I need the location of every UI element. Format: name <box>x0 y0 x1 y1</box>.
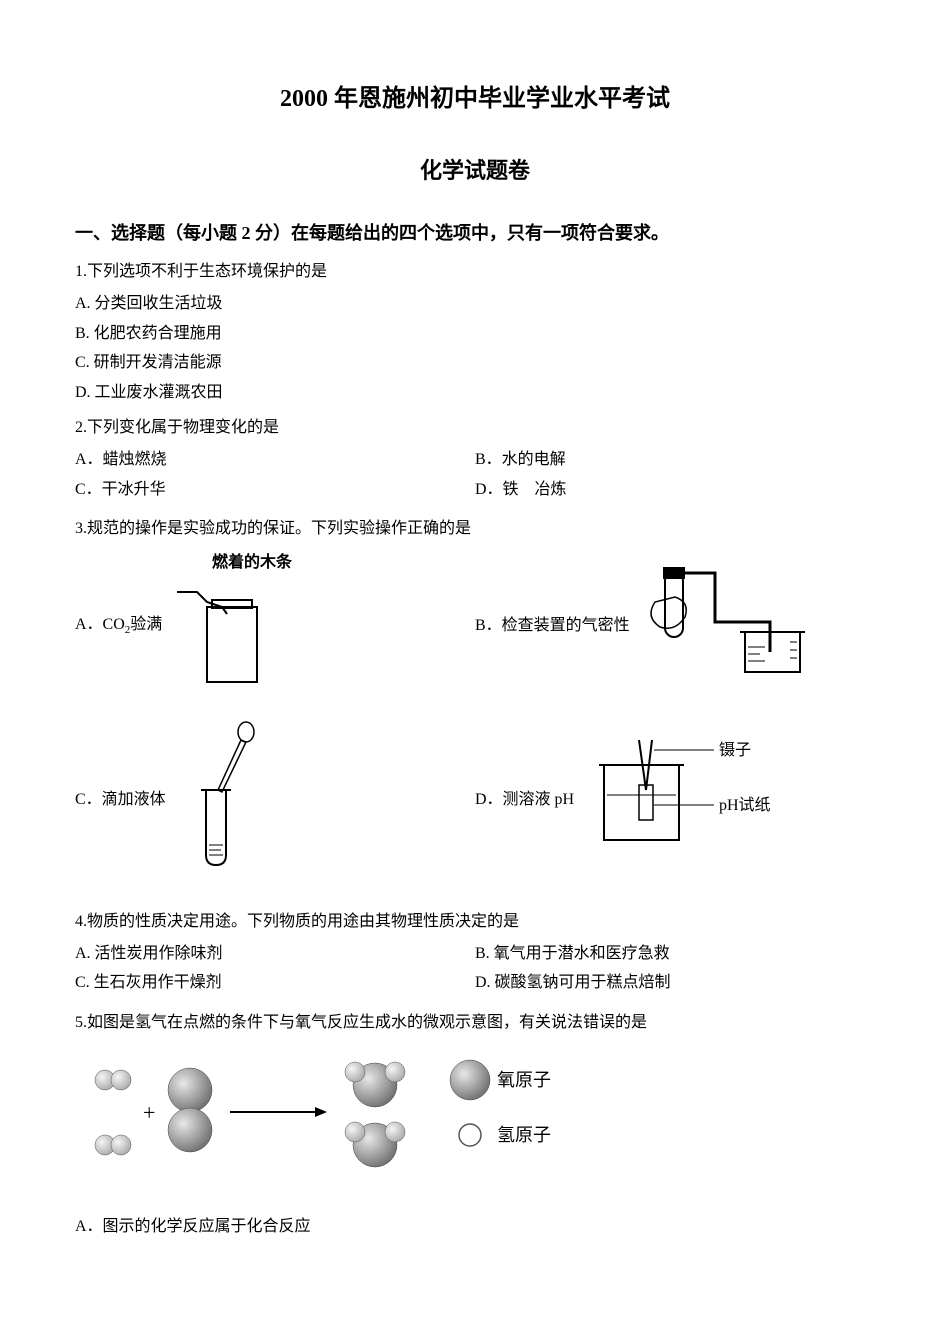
q3-a-label: A．CO2验满 <box>75 612 162 640</box>
q5-text: 5.如图是氢气在点燃的条件下与氧气反应生成水的微观示意图，有关说法错误的是 <box>75 1010 875 1036</box>
q1-option-d: D. 工业废水灌溉农田 <box>75 380 875 406</box>
svg-text:+: + <box>143 1100 155 1125</box>
reaction-diagram: + 氧原子 氢原子 <box>85 1050 875 1189</box>
q3-option-a: A．CO2验满 燃着的木条 <box>75 552 475 701</box>
q2-option-d: D．铁 冶炼 <box>475 477 875 503</box>
question-3: 3.规范的操作是实验成功的保证。下列实验操作正确的是 A．CO2验满 燃着的木条 <box>75 516 875 899</box>
legend-oxygen: 氧原子 <box>497 1070 551 1090</box>
q2-option-b: B．水的电解 <box>475 447 875 473</box>
q4-option-b: B. 氧气用于潜水和医疗急救 <box>475 941 875 967</box>
q5-option-a: A．图示的化学反应属于化合反应 <box>75 1214 875 1240</box>
q3-b-figure <box>640 562 820 691</box>
q2-option-c: C．干冰升华 <box>75 477 475 503</box>
q3-text: 3.规范的操作是实验成功的保证。下列实验操作正确的是 <box>75 516 875 542</box>
question-4: 4.物质的性质决定用途。下列物质的用途由其物理性质决定的是 A. 活性炭用作除味… <box>75 909 875 1000</box>
q3-b-label: B．检查装置的气密性 <box>475 613 630 639</box>
q2-text: 2.下列变化属于物理变化的是 <box>75 415 875 441</box>
q3-c-figure <box>176 720 276 879</box>
tweezers-label: 镊子 <box>719 741 751 759</box>
q4-option-d: D. 碳酸氢钠可用于糕点焙制 <box>475 970 875 996</box>
q1-option-b: B. 化肥农药合理施用 <box>75 321 875 347</box>
question-1: 1.下列选项不利于生态环境保护的是 A. 分类回收生活垃圾 B. 化肥农药合理施… <box>75 259 875 405</box>
question-2: 2.下列变化属于物理变化的是 A．蜡烛燃烧 B．水的电解 C．干冰升华 D．铁 … <box>75 415 875 506</box>
q4-text: 4.物质的性质决定用途。下列物质的用途由其物理性质决定的是 <box>75 909 875 935</box>
q1-option-c: C. 研制开发清洁能源 <box>75 350 875 376</box>
sub-title: 化学试题卷 <box>75 153 875 188</box>
q2-option-a: A．蜡烛燃烧 <box>75 447 475 473</box>
q4-option-c: C. 生石灰用作干燥剂 <box>75 970 475 996</box>
q3-a-figure: 燃着的木条 <box>172 552 302 701</box>
q3-c-label: C．滴加液体 <box>75 787 166 813</box>
main-title: 2000 年恩施州初中毕业学业水平考试 <box>75 80 875 118</box>
ph-paper-label: pH试纸 <box>719 796 771 814</box>
q4-option-a: A. 活性炭用作除味剂 <box>75 941 475 967</box>
question-5: 5.如图是氢气在点燃的条件下与氧气反应生成水的微观示意图，有关说法错误的是 + <box>75 1010 875 1240</box>
legend-hydrogen: 氢原子 <box>497 1125 551 1145</box>
q3-option-b: B．检查装置的气密性 <box>475 552 875 701</box>
q3-d-label: D．测溶液 pH <box>475 787 574 813</box>
q3-option-c: C．滴加液体 <box>75 720 475 879</box>
q1-option-a: A. 分类回收生活垃圾 <box>75 291 875 317</box>
q1-text: 1.下列选项不利于生态环境保护的是 <box>75 259 875 285</box>
q3-d-figure: 镊子 pH试纸 <box>584 730 804 869</box>
section-heading: 一、选择题（每小题 2 分）在每题给出的四个选项中，只有一项符合要求。 <box>75 219 875 248</box>
burning-stick-label: 燃着的木条 <box>212 552 293 571</box>
q3-option-d: D．测溶液 pH 镊子 pH试纸 <box>475 720 875 879</box>
